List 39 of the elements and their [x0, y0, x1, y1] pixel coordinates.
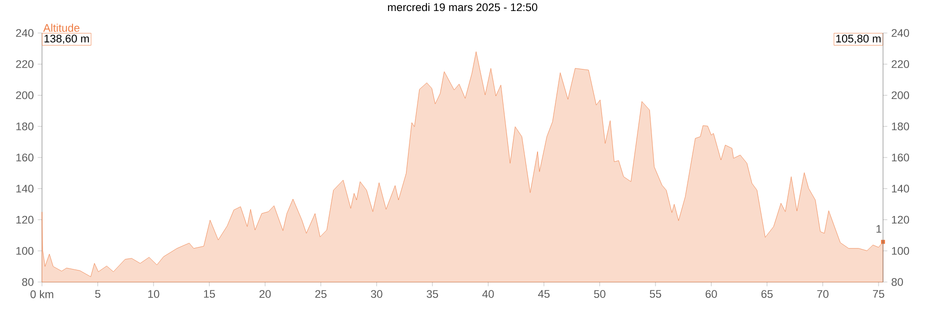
x-tick-label: 50	[594, 290, 606, 298]
x-tick-label: 75	[873, 290, 884, 298]
y-tick-label: 160	[16, 154, 34, 162]
x-tick-label: 55	[650, 290, 662, 298]
x-tick-label: 40	[482, 290, 494, 298]
annotation: 1	[876, 225, 882, 233]
y-tick-label: 240	[16, 29, 34, 37]
y-tick-label: 200	[16, 91, 34, 100]
y-tick-label: 140	[16, 184, 34, 193]
y-tick-label: 100	[16, 246, 34, 255]
x-tick-label: 10	[148, 290, 160, 298]
x-tick-label: 35	[426, 290, 438, 298]
annotation: 138,60 m	[44, 34, 89, 44]
x-tick-label: 5	[95, 290, 100, 298]
y-axis-title: Altitude	[43, 24, 80, 32]
chart-title: mercredi 19 mars 2025 - 12:50	[388, 3, 538, 12]
x-tick-label: 30	[370, 290, 382, 298]
x-tick-label: 65	[761, 290, 773, 298]
y2-tick-label: 120	[892, 216, 910, 224]
y2-tick-label: 220	[892, 60, 910, 68]
x-tick-label: 0 km	[30, 290, 54, 298]
x-tick-label: 20	[260, 290, 271, 298]
x-tick-label: 45	[538, 290, 550, 298]
y2-tick-label: 180	[892, 122, 910, 130]
y-tick-label: 120	[16, 216, 34, 224]
x-tick-label: 60	[706, 290, 717, 298]
y-tick-label: 80	[22, 278, 34, 286]
y2-tick-label: 100	[892, 246, 910, 255]
y-tick-label: 220	[16, 60, 34, 68]
x-tick-label: 70	[817, 290, 828, 298]
annotation: 105,80 m	[836, 34, 881, 44]
x-tick-label: 25	[315, 290, 327, 298]
y2-tick-label: 80	[892, 278, 903, 286]
y-tick-label: 180	[16, 122, 34, 130]
y2-tick-label: 240	[892, 29, 910, 37]
y2-tick-label: 140	[892, 184, 910, 193]
y2-tick-label: 200	[892, 91, 910, 100]
y2-tick-label: 160	[892, 154, 910, 162]
x-tick-label: 15	[204, 290, 215, 298]
